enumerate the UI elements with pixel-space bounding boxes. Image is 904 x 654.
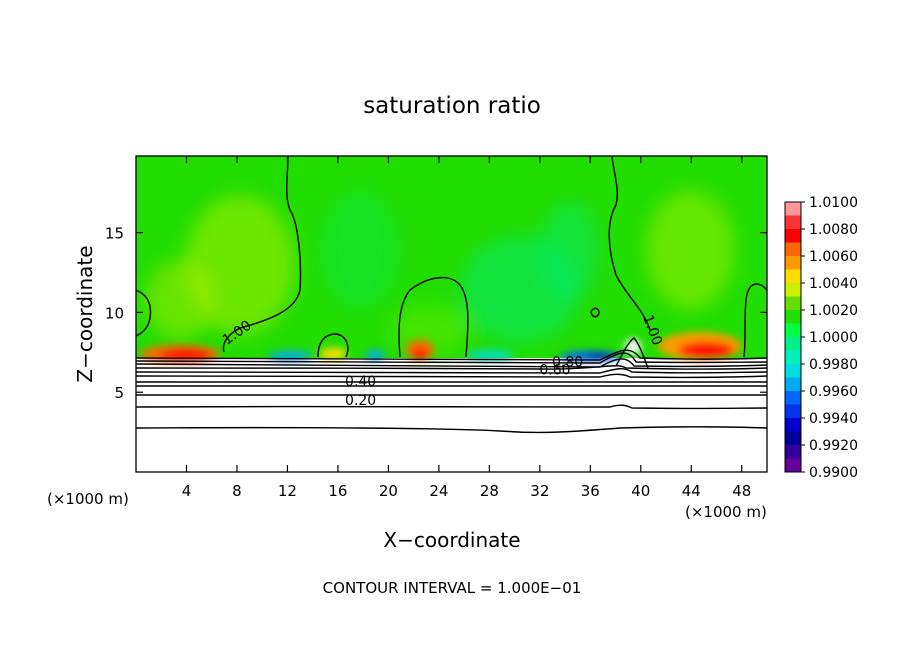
colorbar-segment xyxy=(785,296,801,311)
contour-1-00-left xyxy=(222,156,302,353)
chart-title: saturation ratio xyxy=(363,93,541,119)
colorbar-label: 1.0060 xyxy=(809,249,858,265)
x-tick-label: 16 xyxy=(328,482,347,500)
contour-label: 0.20 xyxy=(345,393,376,409)
x-tick-label: 44 xyxy=(682,482,701,500)
contour-label: 0.40 xyxy=(345,374,376,390)
contour-lines xyxy=(136,156,767,434)
colorbar-segment xyxy=(785,391,801,405)
contour-0-20 xyxy=(136,404,767,410)
x-tick-label: 48 xyxy=(732,482,751,500)
colorbar-segment xyxy=(785,404,801,419)
colorbar-label: 0.9920 xyxy=(809,438,858,454)
colorbar-label: 1.0000 xyxy=(809,330,858,346)
x-tick-label: 20 xyxy=(379,482,398,500)
colorbar-segment xyxy=(785,242,801,257)
y-tick-label: 15 xyxy=(105,225,124,243)
x-tick-label: 24 xyxy=(429,482,448,500)
colorbar-label: 1.0020 xyxy=(809,303,858,319)
field-shading xyxy=(145,190,735,355)
colorbar-label: 0.9900 xyxy=(809,465,858,481)
contour-near-surface-b xyxy=(136,352,767,364)
colorbar-segment xyxy=(785,350,801,365)
colorbar-segment xyxy=(785,256,801,270)
contour-0-10 xyxy=(136,426,767,434)
colorbar-label: 1.0040 xyxy=(809,276,858,292)
x-ticks: 4 8 12 16 20 24 28 32 36 40 44 48 xyxy=(182,156,751,500)
colorbar-segment xyxy=(785,215,801,230)
colorbar-segment xyxy=(785,431,801,446)
colorbar-label: 0.9940 xyxy=(809,411,858,427)
contour-1-00-loop xyxy=(590,307,600,318)
x-tick-label: 4 xyxy=(182,482,192,500)
colorbar-segment xyxy=(785,458,801,473)
contour-0-70 xyxy=(136,368,767,374)
contour-label: 0.80 xyxy=(552,355,583,371)
colorbar-segment xyxy=(785,418,801,432)
contour-1-00-right xyxy=(608,156,651,331)
y-tick-label: 10 xyxy=(105,304,124,322)
colorbar-label: 1.0100 xyxy=(809,195,858,211)
colorbar-segment xyxy=(785,445,801,459)
colorbar-segment xyxy=(785,229,801,243)
x-unit-right: (×1000 m) xyxy=(685,503,767,521)
x-tick-label: 32 xyxy=(530,482,549,500)
x-axis-label: X−coordinate xyxy=(383,528,520,552)
y-ticks: 5 10 15 xyxy=(105,225,767,402)
y-tick-label: 5 xyxy=(114,384,124,402)
x-tick-label: 28 xyxy=(480,482,499,500)
x-tick-label: 36 xyxy=(581,482,600,500)
colorbar-segment xyxy=(785,377,801,392)
contour-1-00-edge-left xyxy=(136,289,152,337)
colorbar-segment xyxy=(785,310,801,324)
colorbar-label: 1.0080 xyxy=(809,222,858,238)
colorbar-segment xyxy=(785,323,801,338)
colorbar-segment xyxy=(785,337,801,351)
contour-1-00-bump-22 xyxy=(398,276,469,358)
colorbar-segment xyxy=(785,283,801,297)
x-tick-label: 40 xyxy=(631,482,650,500)
colorbar-segment xyxy=(785,364,801,378)
y-axis-label: Z−coordinate xyxy=(73,245,97,382)
contour-interval: CONTOUR INTERVAL = 1.000E−01 xyxy=(323,579,582,597)
colorbar-segment xyxy=(785,202,801,216)
colorbar-label: 0.9960 xyxy=(809,384,858,400)
x-tick-label: 8 xyxy=(232,482,242,500)
contour-near-surface-a xyxy=(136,349,767,361)
plot-frame xyxy=(135,155,768,473)
contour-1-00-bump-16 xyxy=(317,333,349,358)
x-unit-left: (×1000 m) xyxy=(47,490,129,508)
plot-area: 1.00 1.000.800.600.400.20 xyxy=(136,156,767,472)
contour-spike xyxy=(615,337,649,369)
contour-0-60 xyxy=(136,373,767,379)
colorbar-segment xyxy=(785,269,801,284)
colorbar-label: 0.9980 xyxy=(809,357,858,373)
contour-1-00-far-right xyxy=(743,283,767,358)
colorbar: 1.0100 1.0080 1.0060 1.0040 1.0020 1.0000 0.99… xyxy=(784,195,858,481)
contour-label: 0.60 xyxy=(539,363,570,379)
x-tick-label: 12 xyxy=(278,482,297,500)
contour-0-80 xyxy=(136,365,767,370)
